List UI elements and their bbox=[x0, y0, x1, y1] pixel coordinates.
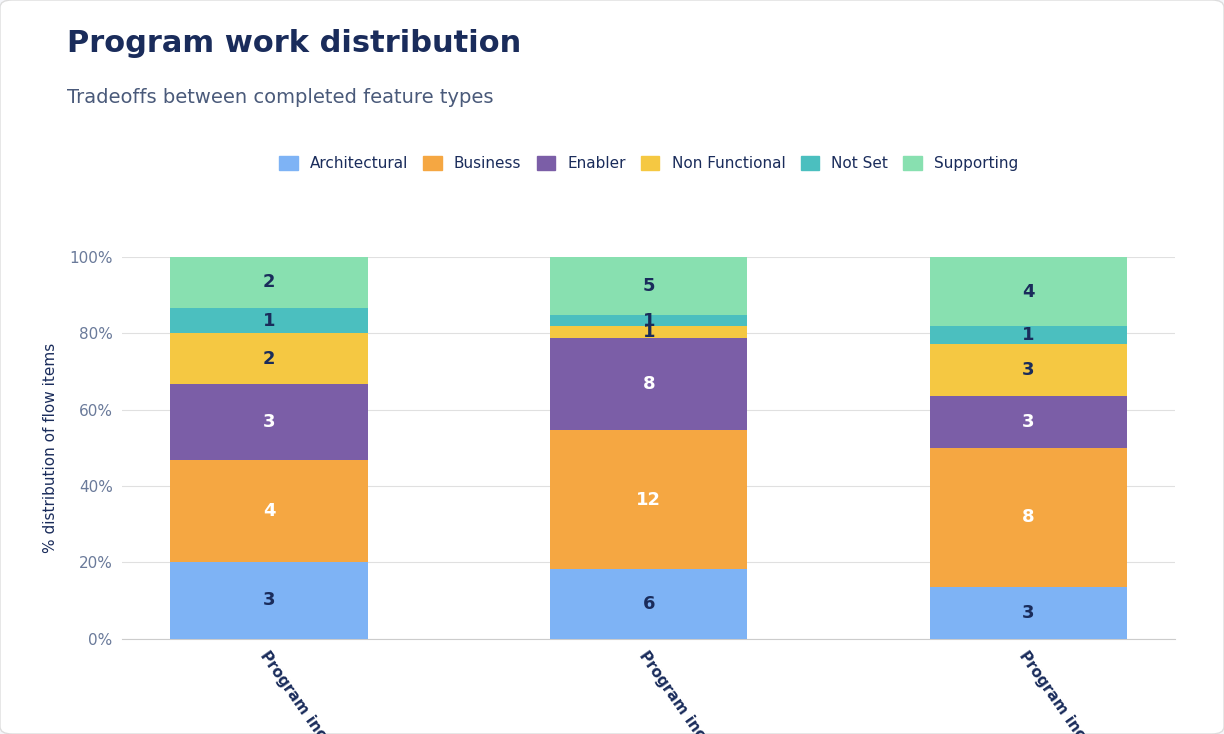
Text: 1: 1 bbox=[643, 311, 655, 330]
Bar bbox=[930, 586, 1127, 639]
Text: Tradeoffs between completed feature types: Tradeoffs between completed feature type… bbox=[67, 88, 493, 107]
Text: 1: 1 bbox=[263, 311, 275, 330]
Text: 2: 2 bbox=[263, 273, 275, 291]
Text: 5: 5 bbox=[643, 277, 655, 295]
Bar bbox=[930, 344, 1127, 396]
Bar bbox=[170, 333, 367, 384]
Bar bbox=[550, 430, 748, 569]
Legend: Architectural, Business, Enabler, Non Functional, Not Set, Supporting: Architectural, Business, Enabler, Non Fu… bbox=[273, 150, 1024, 178]
Bar bbox=[170, 460, 367, 562]
Text: 3: 3 bbox=[1022, 603, 1034, 622]
Bar bbox=[550, 338, 748, 430]
Text: 3: 3 bbox=[263, 592, 275, 609]
Text: 4: 4 bbox=[263, 502, 275, 520]
Bar bbox=[930, 257, 1127, 327]
Bar bbox=[170, 384, 367, 460]
Bar bbox=[170, 562, 367, 639]
Text: 12: 12 bbox=[636, 491, 661, 509]
Text: 3: 3 bbox=[263, 413, 275, 432]
Text: 8: 8 bbox=[1022, 508, 1034, 526]
Text: Program work distribution: Program work distribution bbox=[67, 29, 521, 59]
Text: 6: 6 bbox=[643, 595, 655, 613]
Bar bbox=[170, 308, 367, 333]
Y-axis label: % distribution of flow items: % distribution of flow items bbox=[43, 343, 58, 553]
Bar bbox=[930, 327, 1127, 344]
Text: 3: 3 bbox=[1022, 413, 1034, 431]
Bar bbox=[550, 257, 748, 315]
Bar bbox=[170, 257, 367, 308]
Bar bbox=[550, 327, 748, 338]
Bar bbox=[550, 569, 748, 639]
Bar bbox=[930, 396, 1127, 448]
Text: 4: 4 bbox=[1022, 283, 1034, 301]
Bar bbox=[550, 315, 748, 327]
Text: 1: 1 bbox=[1022, 326, 1034, 344]
Text: 1: 1 bbox=[643, 323, 655, 341]
Bar bbox=[930, 448, 1127, 586]
Text: 2: 2 bbox=[263, 349, 275, 368]
Text: 3: 3 bbox=[1022, 360, 1034, 379]
Text: 8: 8 bbox=[643, 375, 655, 393]
